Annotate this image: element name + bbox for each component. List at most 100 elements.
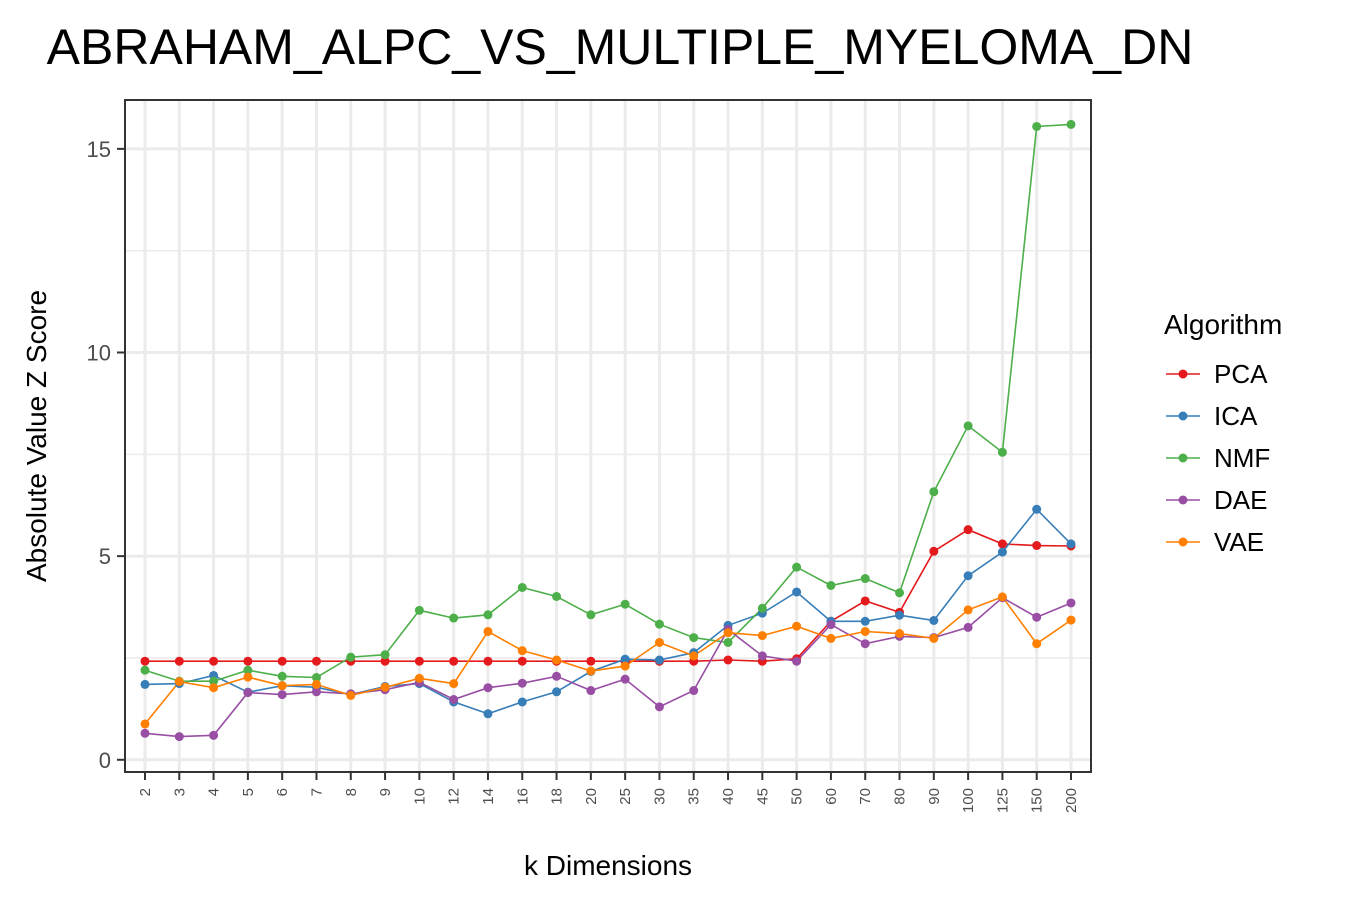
data-point-nmf <box>449 613 459 623</box>
legend: Algorithm PCA ICA NMF DAE VAE <box>1164 309 1282 557</box>
data-point-pca <box>209 656 219 666</box>
x-tick-label: 90 <box>926 788 943 805</box>
x-axis-title: k Dimensions <box>524 850 692 881</box>
data-point-nmf <box>997 447 1007 457</box>
data-point-nmf <box>689 633 699 643</box>
data-point-vae <box>723 628 733 638</box>
x-tick-label: 8 <box>343 788 360 796</box>
legend-key-point <box>1178 411 1188 421</box>
data-point-pca <box>483 656 493 666</box>
legend-item-dae: DAE <box>1166 485 1267 515</box>
data-point-pca <box>174 656 184 666</box>
legend-label: PCA <box>1214 359 1268 389</box>
data-point-vae <box>517 646 527 656</box>
data-point-dae <box>689 686 699 696</box>
data-point-dae <box>963 622 973 632</box>
data-point-nmf <box>654 619 664 629</box>
x-tick-label: 30 <box>651 788 668 805</box>
grid <box>125 100 1091 772</box>
data-point-vae <box>243 672 253 682</box>
data-point-vae <box>757 631 767 641</box>
data-point-vae <box>277 681 287 691</box>
data-point-ica <box>483 709 493 719</box>
data-point-dae <box>1066 598 1076 608</box>
data-point-pca <box>140 656 150 666</box>
data-point-nmf <box>723 637 733 647</box>
x-tick-label: 6 <box>274 788 291 796</box>
x-tick-label: 4 <box>206 788 223 796</box>
x-tick-label: 200 <box>1063 788 1080 813</box>
data-point-nmf <box>311 673 321 683</box>
data-point-dae <box>449 695 459 705</box>
x-tick-label: 150 <box>1029 788 1046 813</box>
series-line-pca <box>145 528 1072 663</box>
legend-label: NMF <box>1214 443 1270 473</box>
data-point-dae <box>860 639 870 649</box>
data-point-ica <box>929 615 939 625</box>
legend-key-point <box>1178 453 1188 463</box>
data-point-dae <box>552 671 562 681</box>
data-point-pca <box>380 656 390 666</box>
data-point-dae <box>243 688 253 698</box>
legend-item-vae: VAE <box>1166 527 1264 557</box>
series-line-vae <box>144 595 1072 725</box>
data-point-pca <box>1032 541 1042 551</box>
data-point-vae <box>620 661 630 671</box>
data-point-nmf <box>483 610 493 620</box>
data-point-nmf <box>346 652 356 662</box>
x-tick-label: 10 <box>411 788 428 805</box>
x-axis: 2 3 4 5 6 7 8 9 10 12 14 16 18 20 25 30 35 40 45 50 60 70 80 90… <box>137 772 1080 813</box>
data-point-ica <box>620 654 630 664</box>
data-point-pca <box>997 539 1007 549</box>
data-point-ica <box>1066 539 1076 549</box>
x-tick-label: 3 <box>171 788 188 796</box>
data-point-nmf <box>963 421 973 431</box>
data-point-nmf <box>1032 121 1042 131</box>
x-tick-label: 70 <box>857 788 874 805</box>
data-point-ica <box>792 587 802 597</box>
data-point-vae <box>963 605 973 615</box>
data-point-vae <box>552 655 562 665</box>
data-point-vae <box>895 629 905 639</box>
data-point-nmf <box>620 599 630 609</box>
data-point-nmf <box>140 665 150 675</box>
data-point-nmf <box>929 487 939 497</box>
data-point-dae <box>311 687 321 697</box>
x-tick-label: 20 <box>583 788 600 805</box>
x-tick-label: 7 <box>308 788 325 796</box>
data-point-nmf <box>895 588 905 598</box>
data-point-ica <box>654 655 664 665</box>
data-point-nmf <box>860 574 870 584</box>
data-point-pca <box>277 656 287 666</box>
data-point-vae <box>311 679 321 689</box>
series-line-nmf <box>144 123 1072 683</box>
data-point-nmf <box>1066 119 1076 129</box>
x-tick-label: 100 <box>960 788 977 813</box>
data-point-vae <box>689 651 699 661</box>
data-point-pca <box>243 656 253 666</box>
x-tick-label: 45 <box>754 788 771 805</box>
x-tick-label: 80 <box>892 788 909 805</box>
x-tick-label: 5 <box>240 788 257 796</box>
series-points <box>140 119 1076 742</box>
data-point-pca <box>586 656 596 666</box>
data-point-nmf <box>757 603 767 613</box>
y-tick-label: 5 <box>99 544 111 569</box>
x-tick-label: 50 <box>789 788 806 805</box>
x-tick-label: 14 <box>480 788 497 805</box>
y-tick-label: 10 <box>87 341 111 366</box>
data-point-vae <box>586 666 596 676</box>
data-point-pca <box>860 596 870 606</box>
legend-label: ICA <box>1214 401 1258 431</box>
data-point-nmf <box>552 591 562 601</box>
x-tick-label: 16 <box>514 788 531 805</box>
data-point-pca <box>517 656 527 666</box>
legend-title: Algorithm <box>1164 309 1282 340</box>
legend-item-nmf: NMF <box>1166 443 1270 473</box>
data-point-nmf <box>243 665 253 675</box>
chart-title: ABRAHAM_ALPC_VS_MULTIPLE_MYELOMA_DN <box>47 19 1194 75</box>
data-point-dae <box>209 730 219 740</box>
data-point-ica <box>552 687 562 697</box>
data-point-pca <box>963 525 973 535</box>
data-point-dae <box>792 656 802 666</box>
